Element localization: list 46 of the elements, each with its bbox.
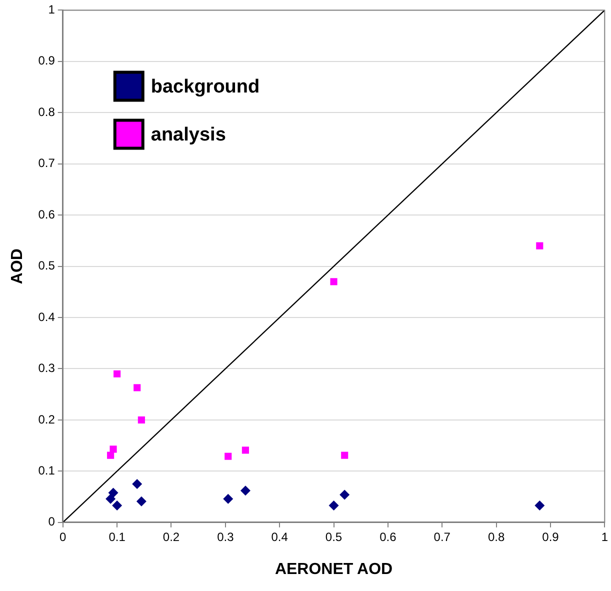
y-tick-label: 0.8 — [38, 104, 56, 119]
point — [107, 452, 114, 459]
x-tick-label: 0 — [60, 530, 67, 544]
point — [534, 500, 545, 510]
point — [138, 416, 145, 424]
point — [242, 446, 249, 454]
x-tick-label: 0.4 — [271, 530, 288, 544]
y-tick-label: 0 — [48, 514, 56, 529]
y-tick-label: 0.4 — [38, 310, 56, 324]
y-tick-label: 0.9 — [38, 54, 56, 68]
legend-label: analysis — [150, 124, 226, 146]
point — [136, 496, 146, 506]
y-tick-label: 0.3 — [38, 361, 56, 376]
point — [108, 488, 118, 498]
point — [340, 490, 350, 500]
y-tick-label: 0.6 — [38, 207, 56, 222]
point — [106, 494, 116, 504]
y-axis-title: AOD — [9, 248, 26, 284]
point — [328, 500, 339, 510]
point — [341, 452, 348, 459]
point — [110, 446, 117, 453]
x-tick-label: 1 — [601, 530, 608, 544]
point — [330, 278, 338, 286]
x-tick-label: 0.8 — [488, 530, 505, 544]
y-tick-label: 0.5 — [38, 258, 56, 273]
x-tick-label: 0.5 — [325, 530, 342, 544]
point — [114, 370, 121, 378]
x-tick-label: 0.9 — [542, 530, 560, 544]
y-tick-label: 0.7 — [38, 156, 56, 170]
point — [132, 478, 142, 489]
legend-label: background — [150, 76, 260, 98]
x-tick-label: 0.1 — [108, 530, 126, 544]
y-tick-label: 1 — [48, 2, 56, 17]
x-tick-label: 0.2 — [162, 530, 180, 544]
point — [134, 384, 141, 392]
x-tick-label: 0.7 — [434, 530, 451, 544]
point — [536, 242, 544, 250]
point — [224, 452, 232, 460]
point — [223, 494, 234, 504]
x-tick-label: 0.3 — [217, 530, 234, 544]
x-tick-label: 0.6 — [380, 530, 397, 544]
y-tick-label: 0.2 — [38, 412, 56, 426]
x-axis-title: AERONET AOD — [274, 560, 393, 578]
point — [112, 500, 122, 510]
point — [240, 486, 250, 496]
y-tick-label: 0.1 — [38, 463, 56, 478]
